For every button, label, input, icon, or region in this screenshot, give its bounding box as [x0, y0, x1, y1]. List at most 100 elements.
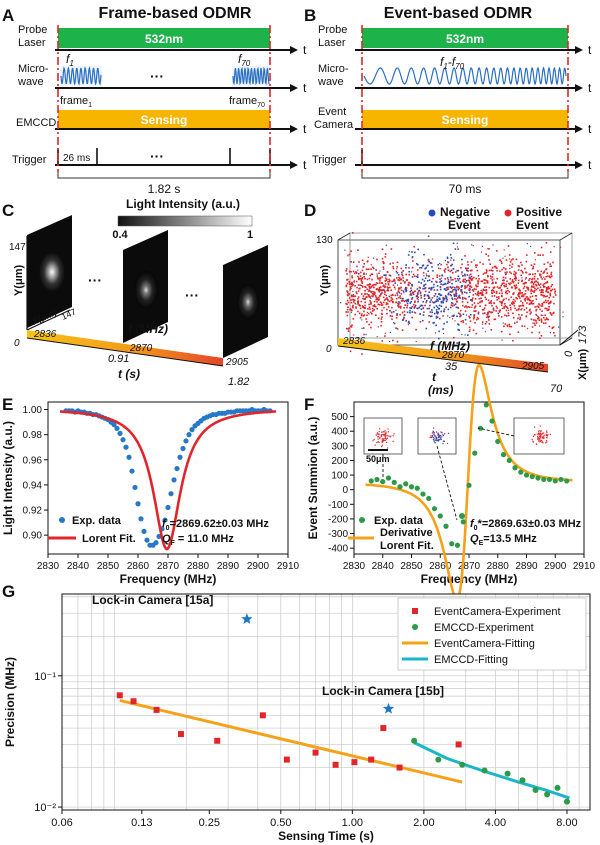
event-point: [528, 279, 530, 282]
event-point: [375, 296, 378, 299]
event-point: [386, 286, 389, 288]
event-point: [366, 288, 369, 290]
inset-event: [537, 437, 539, 439]
event-point: [431, 311, 433, 314]
inset-event: [440, 438, 442, 440]
event-point: [348, 297, 351, 299]
inset-event: [532, 440, 534, 442]
event-point: [545, 242, 548, 244]
event-point: [449, 294, 452, 296]
event-point: [401, 271, 403, 274]
event-point: [452, 279, 454, 281]
x-axis-label: Sensing Time (s): [278, 829, 374, 843]
event-point: [455, 292, 457, 295]
event-point: [527, 289, 530, 291]
event-point: [399, 305, 401, 308]
event-point: [427, 235, 430, 238]
event-point: [515, 297, 517, 299]
data-point: [403, 481, 409, 487]
event-point: [364, 285, 366, 288]
data-point-square: [455, 741, 462, 748]
event-point: [433, 301, 436, 303]
inset-event: [383, 434, 385, 436]
event-point: [346, 279, 348, 281]
y-tick-label: 10⁻¹: [34, 671, 56, 683]
event-point: [389, 315, 392, 317]
event-point: [433, 312, 436, 315]
f1-label: f1: [66, 52, 74, 68]
event-point: [554, 334, 556, 337]
event-point: [404, 286, 407, 289]
event-point: [535, 298, 538, 301]
event-point: [514, 287, 517, 290]
event-point: [369, 283, 372, 286]
legend-g: EventCamera-ExperimentEMCCD-ExperimentEv…: [397, 597, 587, 671]
event-point: [490, 269, 492, 272]
event-point: [406, 299, 408, 302]
event-point: [449, 270, 452, 273]
x-tick-label: 0.25: [199, 817, 220, 829]
row-label-wave: wave: [317, 76, 344, 88]
inset-event: [386, 441, 388, 443]
x-tick-label: 2870: [157, 561, 180, 572]
laser-label: 532nm: [145, 32, 183, 46]
inset-event: [546, 440, 548, 442]
y-tick-label: 10⁻²: [34, 802, 56, 814]
event-point: [467, 306, 470, 308]
event-point: [373, 305, 375, 307]
event-point: [428, 279, 431, 281]
event-point: [541, 278, 543, 280]
event-point: [378, 289, 381, 291]
event-point: [496, 277, 498, 280]
event-point: [402, 279, 404, 282]
event-point: [519, 318, 521, 321]
event-point: [467, 267, 469, 270]
event-point: [370, 268, 372, 270]
event-point: [489, 263, 491, 265]
event-point: [469, 320, 472, 322]
event-point: [501, 301, 503, 303]
inset-event: [388, 435, 390, 437]
event-point: [363, 333, 365, 336]
legend-label: EventCamera-Fitting: [434, 638, 535, 650]
event-point: [361, 281, 363, 283]
event-point: [400, 293, 403, 295]
event-point: [383, 274, 385, 276]
event-point: [496, 307, 498, 309]
event-point: [501, 262, 503, 264]
inset-event: [384, 439, 386, 442]
event-point: [456, 297, 459, 299]
event-point: [537, 270, 539, 272]
legend-fit-label: Derivative Lorent Fit.: [380, 527, 434, 552]
event-point: [524, 278, 526, 280]
event-point: [475, 284, 477, 287]
event-point: [361, 305, 363, 307]
event-point: [436, 295, 439, 298]
event-point: [551, 327, 554, 330]
event-point: [477, 294, 480, 297]
event-point: [431, 309, 433, 311]
event-point: [520, 274, 522, 277]
event-point: [367, 256, 369, 258]
event-point: [396, 268, 398, 270]
event-point: [390, 289, 392, 291]
event-point: [397, 303, 399, 305]
data-point: [558, 476, 564, 483]
event-point: [473, 288, 475, 290]
data-point: [153, 540, 159, 546]
inset-event: [389, 436, 391, 438]
event-point: [401, 311, 404, 314]
legend-box: [397, 597, 587, 671]
event-point: [377, 303, 379, 306]
event-point: [486, 270, 488, 272]
event-point: [532, 283, 535, 286]
t-axis-label: t: [303, 158, 307, 172]
event-point: [409, 307, 411, 309]
event-point: [503, 284, 505, 287]
event-point: [503, 282, 505, 285]
event-point: [356, 303, 358, 305]
event-point: [453, 336, 455, 339]
event-point: [517, 269, 520, 271]
event-point: [399, 279, 402, 281]
event-point: [380, 318, 383, 320]
